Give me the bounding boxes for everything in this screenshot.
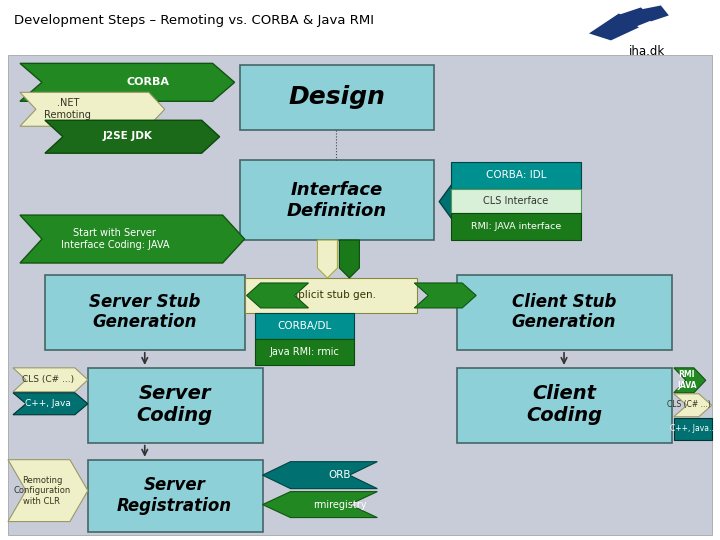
Bar: [8, 56, 712, 535]
Text: CLS Interface: CLS Interface: [484, 196, 549, 206]
Text: Remoting
Configuration
with CLR: Remoting Configuration with CLR: [13, 476, 71, 505]
Bar: [240, 160, 434, 240]
Bar: [451, 213, 581, 240]
Polygon shape: [641, 5, 669, 22]
Text: CORBA: IDL: CORBA: IDL: [486, 170, 546, 180]
Text: ORB: ORB: [328, 470, 351, 480]
Polygon shape: [263, 491, 377, 517]
Text: CLS (C# ...): CLS (C# ...): [22, 375, 74, 384]
Text: Interface
Definition: Interface Definition: [287, 181, 387, 220]
Text: Implicit stub gen.: Implicit stub gen.: [285, 290, 376, 300]
Text: iha.dk: iha.dk: [629, 45, 665, 58]
Text: CORBA: CORBA: [126, 77, 169, 87]
Text: Client
Coding: Client Coding: [526, 384, 602, 426]
Bar: [88, 368, 263, 443]
Text: J2SE JDK: J2SE JDK: [103, 131, 153, 141]
Text: RMI
JAVA: RMI JAVA: [677, 370, 696, 389]
Bar: [88, 460, 263, 531]
Text: C++, Java...: C++, Java...: [670, 424, 716, 433]
Text: CLS (C# ...): CLS (C# ...): [667, 400, 711, 409]
Bar: [674, 418, 712, 440]
Text: RMI: JAVA interface: RMI: JAVA interface: [471, 221, 561, 231]
Bar: [240, 65, 434, 130]
Bar: [255, 339, 354, 365]
Polygon shape: [20, 63, 235, 102]
Text: Start with Server
Interface Coding: JAVA: Start with Server Interface Coding: JAVA: [60, 228, 169, 250]
Polygon shape: [339, 240, 359, 278]
Bar: [457, 368, 672, 443]
Polygon shape: [674, 394, 712, 417]
Text: Server
Coding: Server Coding: [137, 384, 213, 426]
Bar: [255, 313, 354, 339]
Polygon shape: [439, 163, 544, 240]
Bar: [245, 278, 418, 313]
Polygon shape: [8, 460, 88, 522]
Bar: [451, 162, 581, 189]
Bar: [457, 275, 672, 350]
Text: Java RMI: rmic: Java RMI: rmic: [269, 347, 339, 357]
Text: rmiregistry: rmiregistry: [312, 500, 366, 510]
Polygon shape: [318, 240, 338, 278]
Polygon shape: [246, 283, 308, 308]
Text: Server Stub
Generation: Server Stub Generation: [89, 293, 200, 332]
Text: .NET
Remoting: .NET Remoting: [45, 98, 91, 120]
Polygon shape: [589, 14, 639, 40]
Polygon shape: [45, 120, 220, 153]
Text: Design: Design: [288, 85, 385, 109]
Text: CORBA/DL: CORBA/DL: [277, 321, 332, 331]
Bar: [45, 275, 245, 350]
Polygon shape: [13, 368, 88, 392]
Text: C++, Java: C++, Java: [25, 399, 71, 408]
Polygon shape: [617, 8, 654, 28]
Text: Client Stub
Generation: Client Stub Generation: [512, 293, 616, 332]
Polygon shape: [20, 215, 245, 263]
Text: Development Steps – Remoting vs. CORBA & Java RMI: Development Steps – Remoting vs. CORBA &…: [14, 15, 374, 28]
Polygon shape: [414, 283, 476, 308]
Text: Server
Registration: Server Registration: [117, 476, 233, 515]
Polygon shape: [674, 368, 706, 393]
Polygon shape: [263, 462, 377, 489]
Polygon shape: [20, 92, 165, 126]
Bar: [451, 189, 581, 213]
Polygon shape: [13, 393, 88, 415]
